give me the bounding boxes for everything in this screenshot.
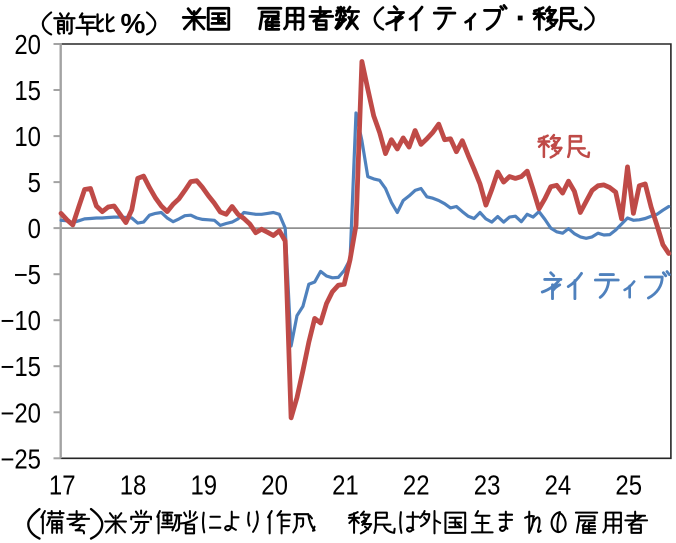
svg-text:10: 10: [14, 123, 41, 153]
svg-text:−25: −25: [0, 445, 41, 475]
svg-text:−5: −5: [14, 261, 41, 291]
svg-text:5: 5: [28, 169, 41, 199]
svg-text:18: 18: [120, 471, 147, 501]
svg-text:−15: −15: [0, 353, 41, 383]
svg-text:20: 20: [14, 31, 41, 61]
svg-text:23: 23: [474, 471, 501, 501]
svg-text:24: 24: [545, 471, 572, 501]
svg-text:−20: −20: [0, 399, 41, 429]
svg-text:19: 19: [190, 471, 217, 501]
svg-text:0: 0: [28, 215, 41, 245]
svg-text:25: 25: [615, 471, 642, 501]
svg-text:17: 17: [49, 471, 76, 501]
svg-text:%: %: [121, 8, 146, 39]
svg-text:21: 21: [332, 471, 359, 501]
svg-text:22: 22: [403, 471, 430, 501]
svg-text:15: 15: [14, 77, 41, 107]
svg-text:20: 20: [261, 471, 288, 501]
svg-text:−10: −10: [0, 307, 41, 337]
